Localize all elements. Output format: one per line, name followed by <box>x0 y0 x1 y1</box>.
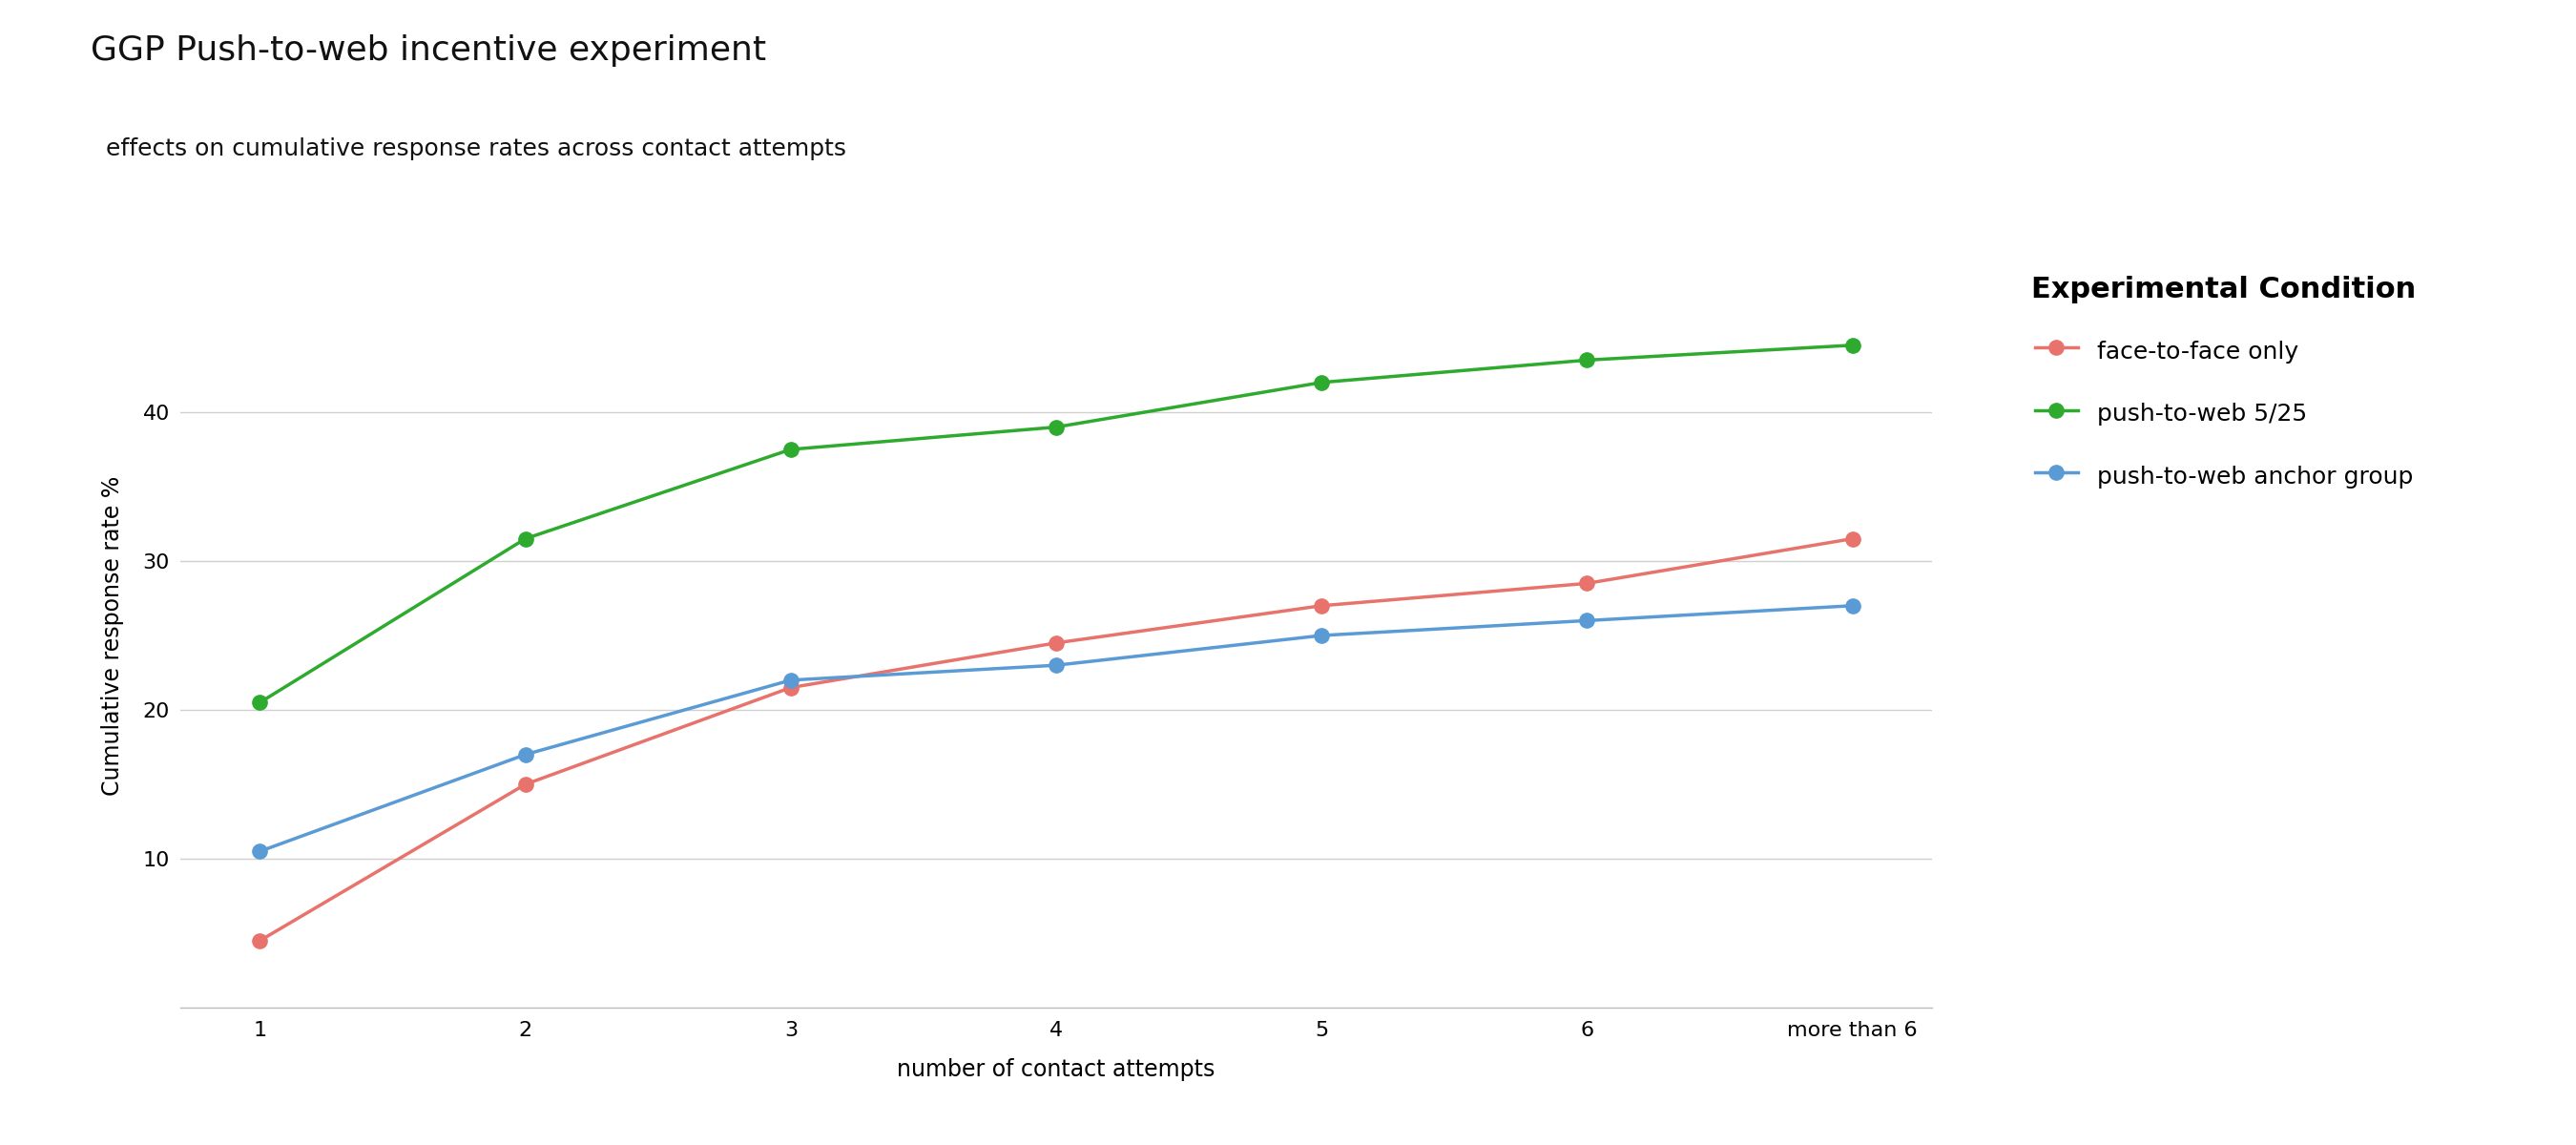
face-to-face only <box>1837 531 1868 546</box>
face-to-face only <box>1306 599 1337 613</box>
X-axis label: number of contact attempts: number of contact attempts <box>896 1058 1216 1081</box>
push-to-web 5/25 <box>510 531 541 546</box>
Legend: face-to-face only, push-to-web 5/25, push-to-web anchor group: face-to-face only, push-to-web 5/25, pus… <box>2032 275 2416 490</box>
face-to-face only <box>775 680 806 694</box>
push-to-web anchor group <box>1571 614 1602 627</box>
push-to-web anchor group <box>1837 599 1868 613</box>
push-to-web anchor group <box>245 845 276 859</box>
face-to-face only <box>1041 635 1072 649</box>
Y-axis label: Cumulative response rate %: Cumulative response rate % <box>100 475 124 796</box>
push-to-web 5/25 <box>775 442 806 456</box>
push-to-web 5/25 <box>1041 420 1072 434</box>
push-to-web 5/25 <box>1306 376 1337 389</box>
push-to-web 5/25 <box>245 695 276 709</box>
push-to-web 5/25 <box>1571 353 1602 366</box>
face-to-face only <box>245 934 276 948</box>
Text: effects on cumulative response rates across contact attempts: effects on cumulative response rates acr… <box>90 137 845 160</box>
push-to-web anchor group <box>1041 658 1072 672</box>
Line: push-to-web 5/25: push-to-web 5/25 <box>252 338 1860 710</box>
Text: GGP Push-to-web incentive experiment: GGP Push-to-web incentive experiment <box>90 34 765 66</box>
face-to-face only <box>1571 577 1602 591</box>
push-to-web anchor group <box>510 748 541 761</box>
face-to-face only <box>510 777 541 791</box>
push-to-web 5/25 <box>1837 339 1868 353</box>
Line: push-to-web anchor group: push-to-web anchor group <box>252 599 1860 859</box>
Line: face-to-face only: face-to-face only <box>252 531 1860 948</box>
push-to-web anchor group <box>1306 629 1337 642</box>
push-to-web anchor group <box>775 673 806 687</box>
